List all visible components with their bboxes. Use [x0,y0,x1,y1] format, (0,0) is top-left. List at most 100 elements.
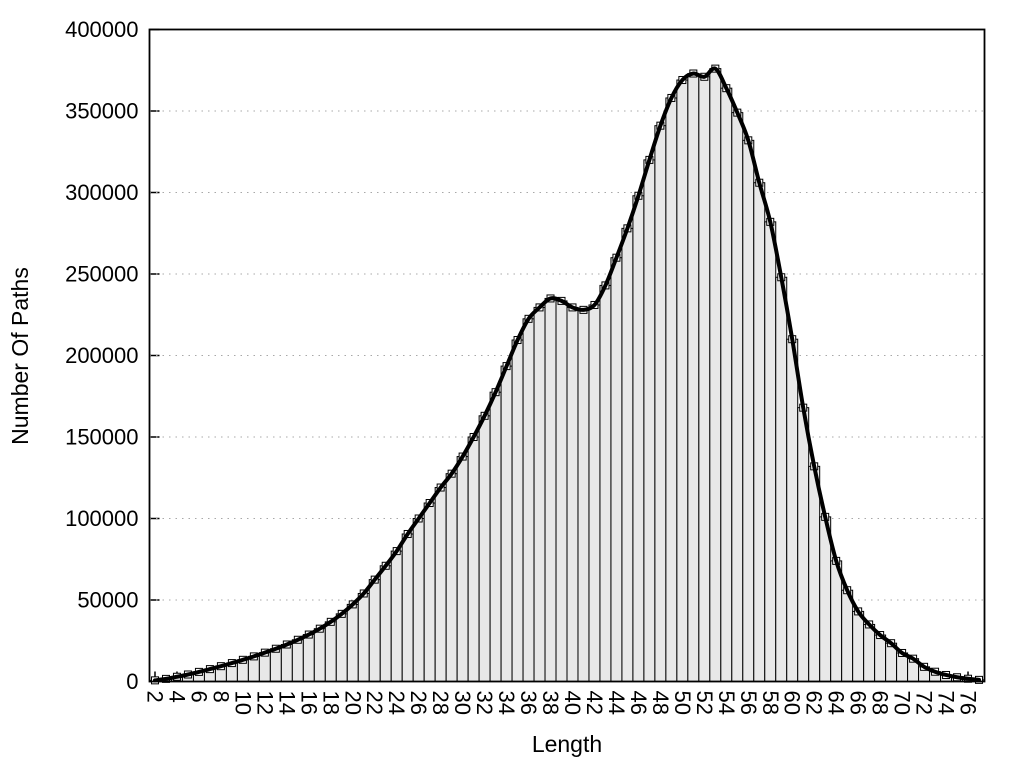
frame-border [148,28,986,683]
bar [346,603,359,682]
x-tick-label: 62 [802,691,827,715]
bar [269,648,282,682]
bar [566,306,579,682]
bar [390,550,403,682]
plot-frame [148,28,986,683]
x-tick-label: 46 [626,691,651,715]
bar [874,634,887,682]
bar [324,621,337,682]
x-tick-label: 38 [538,691,563,715]
y-tick-label: 300000 [65,180,138,205]
x-tick-label: 12 [252,691,277,715]
y-tick-label: 150000 [65,425,138,450]
bar [599,284,612,682]
bar [445,473,458,682]
bar [720,87,733,683]
y-tick-label: 400000 [65,17,138,42]
x-tick-label: 48 [648,691,673,715]
bar [357,592,370,682]
x-tick-label: 26 [406,691,431,715]
bar [522,318,535,682]
x-tick-label: 16 [296,691,321,715]
bar [764,221,777,682]
x-tick-label: 40 [560,691,585,715]
bar [863,623,876,683]
bar [610,257,623,682]
y-tick-label: 200000 [65,343,138,368]
bar [379,565,392,683]
x-tick-label: 68 [868,691,893,715]
x-tick-label: 14 [274,691,299,715]
x-tick-label: 2 [142,691,167,703]
bar [852,610,865,682]
x-tick-label: 32 [472,691,497,715]
bar [291,639,304,682]
bar [467,436,480,682]
bar [830,560,843,683]
bar [577,309,590,682]
x-tick-label: 22 [362,691,387,715]
bar [775,276,788,682]
x-tick-label: 8 [208,691,233,703]
frequency-curve [152,66,982,683]
x-tick-label: 6 [186,691,211,703]
bar [489,391,502,682]
bar [544,297,557,682]
x-tick-label: 54 [714,691,739,715]
bar [632,195,645,682]
bar [643,159,656,682]
tick-labels: 0 50000 100000 150000 200000 250000 300000 3500… [65,17,980,715]
bar [335,613,348,682]
bar [555,300,568,682]
y-tick-label: 250000 [65,262,138,287]
bar [434,487,447,682]
histogram-bars [149,68,986,683]
bar [709,68,722,683]
x-tick-label: 70 [890,691,915,715]
x-tick-label: 18 [318,691,343,715]
x-tick-label: 44 [604,691,629,715]
y-tick-label: 0 [126,669,138,694]
bar [621,227,634,683]
bar [456,456,469,682]
x-tick-label: 28 [428,691,453,715]
x-tick-label: 64 [824,691,849,715]
x-tick-label: 76 [956,691,981,715]
bar [478,415,491,682]
smooth-curve [152,66,982,683]
x-tick-label: 50 [670,691,695,715]
bar [665,97,678,682]
bar [302,634,315,683]
bar [588,304,601,682]
y-axis-title: Number Of Paths [7,267,33,445]
bar [368,579,381,682]
bar [808,465,821,682]
bar [500,365,513,682]
x-tick-label: 58 [758,691,783,715]
bar [258,652,271,682]
bar [742,139,755,682]
x-tick-label: 24 [384,691,409,715]
bar [423,502,436,683]
x-tick-label: 4 [164,691,189,703]
x-tick-label: 36 [516,691,541,715]
bar [687,73,700,682]
x-tick-label: 60 [780,691,805,715]
bar [511,339,524,682]
x-tick-label: 34 [494,691,519,715]
x-tick-label: 72 [912,691,937,715]
x-tick-label: 20 [340,691,365,715]
x-tick-label: 56 [736,691,761,715]
bar [698,76,711,682]
x-tick-label: 30 [450,691,475,715]
y-tick-label: 350000 [65,99,138,124]
x-tick-label: 42 [582,691,607,715]
x-tick-label: 66 [846,691,871,715]
bar [533,306,546,682]
y-tick-label: 50000 [77,588,138,613]
bar [401,533,414,682]
x-tick-label: 52 [692,691,717,715]
bar [797,407,810,682]
